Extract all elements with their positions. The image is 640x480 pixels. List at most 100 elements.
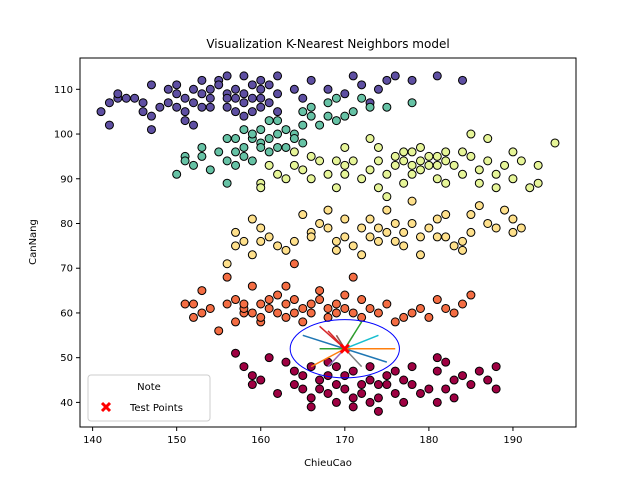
data-point xyxy=(289,160,299,170)
data-point xyxy=(281,357,291,367)
data-point xyxy=(331,236,341,246)
data-point xyxy=(331,308,341,318)
test-point-marker xyxy=(339,343,350,354)
data-point xyxy=(399,156,409,166)
data-point xyxy=(289,380,299,390)
legend-title: Note xyxy=(137,382,161,393)
data-point xyxy=(298,120,308,130)
data-point xyxy=(415,156,425,166)
data-point xyxy=(222,93,232,103)
data-point xyxy=(399,312,409,322)
data-point xyxy=(264,134,274,144)
data-point xyxy=(483,218,493,228)
data-point xyxy=(180,299,190,309)
data-point xyxy=(407,147,417,157)
data-point xyxy=(373,156,383,166)
data-point xyxy=(365,102,375,112)
data-point xyxy=(415,142,425,152)
data-point xyxy=(432,366,442,376)
data-point xyxy=(130,93,140,103)
data-point xyxy=(357,93,367,103)
data-point xyxy=(239,71,249,81)
data-point xyxy=(264,80,274,90)
data-point xyxy=(331,156,341,166)
data-point xyxy=(306,232,316,242)
data-point xyxy=(441,178,451,188)
data-point xyxy=(256,93,266,103)
data-point xyxy=(273,129,283,139)
data-point xyxy=(247,93,257,103)
legend: Note Test Points xyxy=(87,374,211,422)
data-point xyxy=(298,210,308,220)
data-point xyxy=(121,93,131,103)
data-point xyxy=(348,272,358,282)
data-point xyxy=(407,98,417,108)
y-tick-label: 60 xyxy=(60,308,73,319)
data-point xyxy=(458,299,468,309)
data-point xyxy=(180,156,190,166)
y-tick-label: 90 xyxy=(60,174,73,185)
data-point xyxy=(197,89,207,99)
data-point xyxy=(222,156,232,166)
data-point xyxy=(348,71,358,81)
data-point xyxy=(424,223,434,233)
data-point xyxy=(273,290,283,300)
data-point xyxy=(188,120,198,130)
data-point xyxy=(458,245,468,255)
data-point xyxy=(407,75,417,85)
data-point xyxy=(432,174,442,184)
data-point xyxy=(348,156,358,166)
data-point xyxy=(365,214,375,224)
data-point xyxy=(382,205,392,215)
data-point xyxy=(441,147,451,157)
data-point xyxy=(432,214,442,224)
data-point xyxy=(289,236,299,246)
data-point xyxy=(315,218,325,228)
data-point xyxy=(323,388,333,398)
data-point xyxy=(491,223,501,233)
data-point xyxy=(357,223,367,233)
data-point xyxy=(289,308,299,318)
data-point xyxy=(331,397,341,407)
data-point xyxy=(382,169,392,179)
data-point xyxy=(474,165,484,175)
data-point xyxy=(231,317,241,327)
data-point xyxy=(348,107,358,117)
data-point xyxy=(365,232,375,242)
data-point xyxy=(239,299,249,309)
data-point xyxy=(239,125,249,135)
data-point xyxy=(474,366,484,376)
data-point xyxy=(231,107,241,117)
data-point xyxy=(188,299,198,309)
legend-label-test-points: Test Points xyxy=(129,403,183,414)
data-point xyxy=(432,160,442,170)
data-point xyxy=(500,205,510,215)
data-point xyxy=(273,388,283,398)
data-point xyxy=(315,120,325,130)
data-point xyxy=(315,375,325,385)
data-point xyxy=(441,210,451,220)
data-point xyxy=(331,380,341,390)
data-point xyxy=(458,371,468,381)
neighbor-line xyxy=(302,334,346,350)
data-point xyxy=(247,281,257,291)
plot-frame xyxy=(79,57,577,428)
data-point xyxy=(449,160,459,170)
data-point xyxy=(415,165,425,175)
data-point xyxy=(323,98,333,108)
data-point xyxy=(289,366,299,376)
data-point xyxy=(407,169,417,179)
data-point xyxy=(458,75,468,85)
data-point xyxy=(188,312,198,322)
data-point xyxy=(239,98,249,108)
data-point xyxy=(197,102,207,112)
data-point xyxy=(289,147,299,157)
data-point xyxy=(197,308,207,318)
data-point xyxy=(399,375,409,385)
data-point xyxy=(407,196,417,206)
data-point xyxy=(247,380,257,390)
data-point xyxy=(382,371,392,381)
data-point xyxy=(231,93,241,103)
data-point xyxy=(197,142,207,152)
data-point xyxy=(373,223,383,233)
